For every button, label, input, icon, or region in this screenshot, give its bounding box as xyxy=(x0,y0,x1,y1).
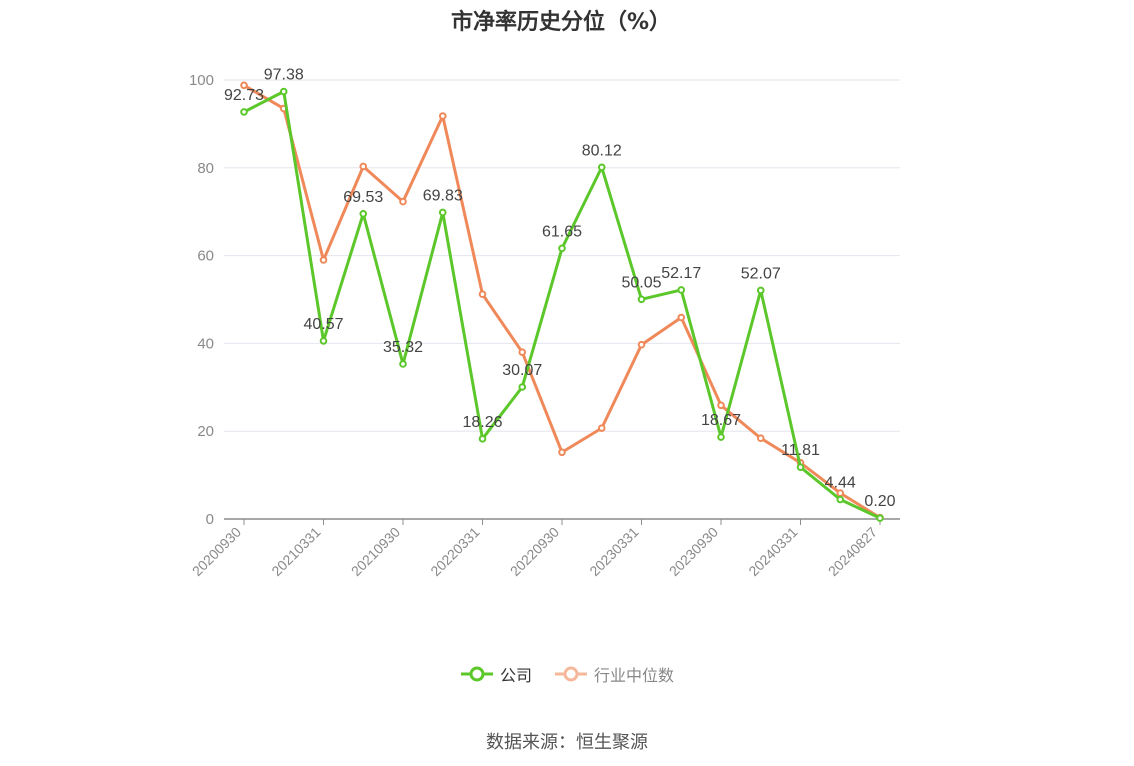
data-point-industry-median xyxy=(518,348,527,356)
data-label: 4.44 xyxy=(825,475,856,492)
data-point-company xyxy=(637,295,646,304)
source-note: 数据来源：恒生聚源 xyxy=(486,732,648,753)
data-point-company xyxy=(558,244,566,253)
data-point-company xyxy=(319,337,328,345)
data-point-company xyxy=(518,383,527,391)
x-tick-label: 20220930 xyxy=(507,524,563,580)
x-tick-label: 20220331 xyxy=(427,524,483,580)
data-point-industry-median xyxy=(319,256,328,264)
data-point-company xyxy=(796,463,805,471)
data-label: 52.17 xyxy=(661,265,701,282)
data-label: 97.38 xyxy=(264,67,304,84)
data-label: 52.07 xyxy=(741,265,781,282)
data-point-company xyxy=(438,208,447,217)
chart-title: 市净率历史分位（%） xyxy=(450,10,672,35)
data-point-industry-median xyxy=(240,81,248,90)
data-label: 80.12 xyxy=(582,142,622,159)
data-point-company xyxy=(717,433,725,441)
data-point-industry-median xyxy=(558,448,566,457)
y-tick-label: 100 xyxy=(189,72,214,89)
legend: 公司 行业中位数 xyxy=(0,662,1134,686)
grid xyxy=(224,79,900,432)
data-point-industry-median xyxy=(756,434,765,443)
x-tick-label: 20230331 xyxy=(586,524,642,580)
legend-item-company[interactable]: 公司 xyxy=(460,662,532,686)
data-point-company xyxy=(677,286,686,294)
data-point-industry-median xyxy=(717,401,725,410)
data-point-company xyxy=(279,87,288,96)
data-point-company xyxy=(597,163,606,172)
data-point-company xyxy=(836,495,845,504)
legend-label-industry-median: 行业中位数 xyxy=(594,666,675,685)
series xyxy=(240,81,884,522)
legend-item-industry-median[interactable]: 行业中位数 xyxy=(554,662,674,686)
data-label: 61.65 xyxy=(542,223,582,240)
y-tick-label: 0 xyxy=(206,511,214,528)
data-point-industry-median xyxy=(637,340,646,349)
data-point-company xyxy=(359,209,368,218)
data-label: 69.53 xyxy=(343,189,383,206)
y-tick-label: 20 xyxy=(197,423,214,440)
data-label: 92.73 xyxy=(224,87,264,104)
data-point-industry-median xyxy=(438,112,447,120)
data-label: 18.67 xyxy=(701,412,741,429)
x-tick-label: 20200930 xyxy=(189,524,245,580)
y-tick-label: 60 xyxy=(197,248,214,265)
data-point-industry-median xyxy=(478,290,487,299)
x-tick-label: 20210331 xyxy=(268,524,324,580)
y-tick-label: 40 xyxy=(197,335,214,352)
y-tick-label: 80 xyxy=(197,160,214,177)
data-point-company xyxy=(876,514,884,522)
data-point-industry-median xyxy=(399,197,407,206)
data-label: 50.05 xyxy=(621,274,661,291)
x-tick-label: 20230930 xyxy=(666,524,722,580)
data-label: 69.83 xyxy=(423,187,463,204)
x-tick-label: 20210930 xyxy=(348,524,404,580)
data-label: 40.57 xyxy=(303,316,343,333)
data-label: 0.20 xyxy=(864,493,895,510)
x-tick-label: 20240827 xyxy=(825,524,881,580)
legend-industry-marker xyxy=(555,666,587,682)
legend-label-company: 公司 xyxy=(499,666,532,685)
legend-company-marker xyxy=(460,666,493,682)
data-label: 30.07 xyxy=(502,362,542,379)
data-point-industry-median xyxy=(597,424,606,432)
data-point-industry-median xyxy=(359,162,368,171)
data-point-industry-median xyxy=(677,313,686,322)
data-point-company xyxy=(240,108,248,116)
data-point-company xyxy=(478,435,487,443)
data-point-company xyxy=(399,360,407,368)
data-point-company xyxy=(756,286,765,295)
data-label: 18.26 xyxy=(462,414,502,431)
data-label: 11.81 xyxy=(781,442,820,459)
x-tick-label: 20240331 xyxy=(745,524,801,580)
data-label: 35.32 xyxy=(383,339,423,356)
